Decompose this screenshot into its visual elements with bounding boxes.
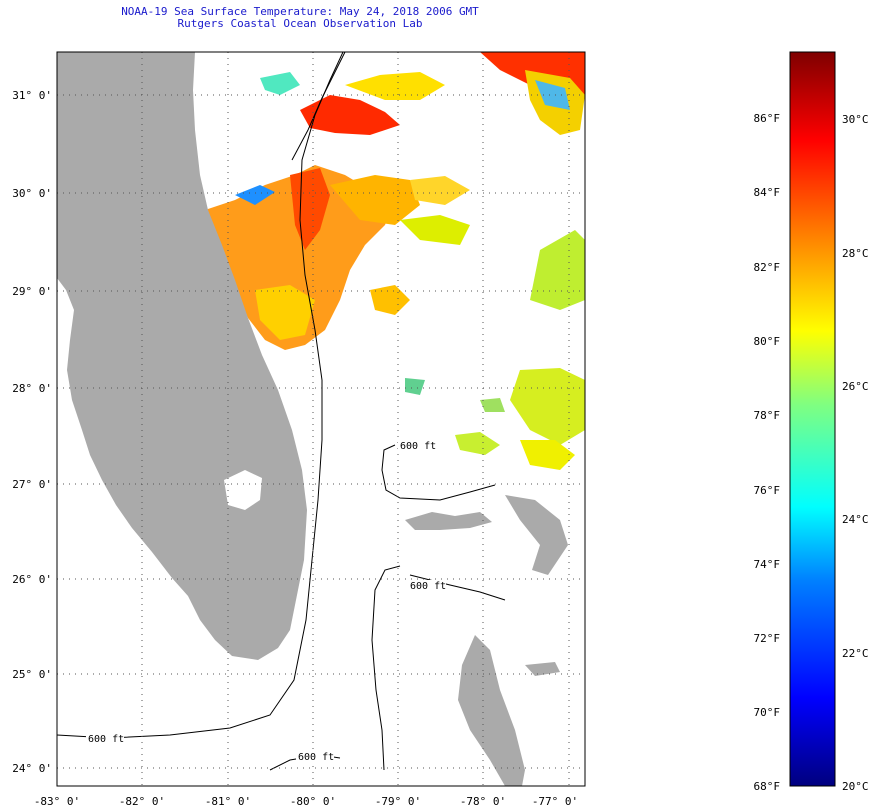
latitude-tick-label: 25° 0'	[12, 668, 52, 681]
colorbar-gradient	[789, 51, 836, 787]
colorbar-f-label: 86°F	[754, 112, 781, 125]
longitude-tick-label: -79° 0'	[375, 795, 421, 808]
contour-line-florida	[57, 52, 344, 739]
sst-patch	[535, 80, 570, 110]
lake-okeechobee	[224, 470, 262, 510]
contour-label: 600 ft	[88, 734, 124, 745]
map-title: NOAA-19 Sea Surface Temperature: May 24,…	[121, 5, 479, 18]
sst-patch	[405, 378, 425, 395]
colorbar-c-label: 22°C	[842, 647, 869, 660]
latitude-tick-label: 29° 0'	[12, 285, 52, 298]
sst-patch	[455, 432, 500, 455]
colorbar-f-label: 82°F	[754, 261, 781, 274]
andros-island	[458, 635, 525, 786]
colorbar-c-label: 26°C	[842, 380, 869, 393]
sst-patch	[520, 440, 575, 470]
sst-patch	[410, 176, 470, 205]
colorbar-f-label: 80°F	[754, 335, 781, 348]
colorbar-c-label: 28°C	[842, 247, 869, 260]
sst-patch	[510, 368, 585, 445]
latitude-axis: 31° 0' 30° 0' 29° 0' 28° 0' 27° 0' 26° 0…	[12, 89, 52, 775]
colorbar-f-label: 76°F	[754, 484, 781, 497]
contour-label: 600 ft	[400, 441, 436, 452]
map-frame	[56, 51, 586, 787]
latitude-tick-label: 24° 0'	[12, 762, 52, 775]
sst-patch	[345, 72, 445, 100]
latitude-tick-label: 28° 0'	[12, 382, 52, 395]
longitude-tick-label: -77° 0'	[532, 795, 578, 808]
latitude-tick-label: 27° 0'	[12, 478, 52, 491]
longitude-tick-label: -83° 0'	[34, 795, 80, 808]
contour-line-little-bahama	[381, 444, 496, 501]
sst-patch	[330, 175, 420, 225]
colorbar-c-label: 30°C	[842, 113, 869, 126]
contour-label: 600 ft	[298, 752, 334, 763]
contour-line-tongue-west	[371, 565, 401, 771]
sst-patch	[370, 285, 410, 315]
colorbar-f-label: 68°F	[754, 780, 781, 793]
colorbar-f-label: 74°F	[754, 558, 781, 571]
abaco-island	[505, 495, 568, 575]
colorbar-c-label: 24°C	[842, 513, 869, 526]
grand-bahama-island	[405, 512, 492, 530]
longitude-tick-label: -81° 0'	[205, 795, 251, 808]
sst-patch	[255, 285, 315, 340]
longitude-tick-label: -82° 0'	[119, 795, 165, 808]
land-layer	[57, 52, 568, 786]
sst-patch	[400, 215, 470, 245]
colorbar-f-label: 84°F	[754, 186, 781, 199]
sst-patch	[480, 398, 505, 412]
latitude-tick-label: 30° 0'	[12, 187, 52, 200]
contour-label: 600 ft	[410, 581, 446, 592]
new-providence-island	[525, 662, 560, 676]
colorbar-f-label: 70°F	[754, 706, 781, 719]
sst-patch	[235, 185, 275, 205]
sst-patch	[290, 168, 330, 250]
colorbar-celsius-labels: 30°C 28°C 26°C 24°C 22°C 20°C	[842, 113, 869, 793]
colorbar-f-label: 72°F	[754, 632, 781, 645]
satellite-track-line	[291, 52, 346, 161]
latitude-tick-label: 26° 0'	[12, 573, 52, 586]
colorbar-c-label: 20°C	[842, 780, 869, 793]
colorbar-f-label: 78°F	[754, 409, 781, 422]
longitude-tick-label: -80° 0'	[290, 795, 336, 808]
longitude-tick-label: -78° 0'	[460, 795, 506, 808]
graticule	[57, 52, 585, 786]
temperature-colorbar: 86°F 84°F 82°F 80°F 78°F 76°F 74°F 72°F …	[754, 51, 869, 793]
colorbar-fahrenheit-labels: 86°F 84°F 82°F 80°F 78°F 76°F 74°F 72°F …	[754, 112, 781, 793]
sst-patch	[530, 230, 585, 310]
latitude-tick-label: 31° 0'	[12, 89, 52, 102]
sst-patch	[260, 72, 300, 95]
map-area: 600 ft 600 ft 600 ft 600 ft -83° 0' -82°…	[12, 51, 586, 808]
longitude-axis: -83° 0' -82° 0' -81° 0' -80° 0' -79° 0' …	[34, 795, 578, 808]
sst-data-layer	[205, 52, 585, 470]
sst-patch	[300, 95, 400, 135]
map-subtitle: Rutgers Coastal Ocean Observation Lab	[177, 17, 423, 30]
sst-patch	[205, 165, 395, 350]
